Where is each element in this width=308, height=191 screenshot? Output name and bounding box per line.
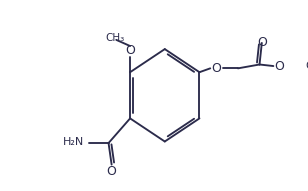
Text: CH₃: CH₃ [305, 61, 308, 71]
Text: O: O [107, 165, 116, 178]
Text: O: O [258, 36, 268, 49]
Text: CH₃: CH₃ [106, 33, 125, 43]
Text: O: O [212, 62, 221, 75]
Text: H₂N: H₂N [63, 137, 84, 147]
Text: O: O [125, 44, 135, 57]
Text: O: O [275, 60, 285, 73]
